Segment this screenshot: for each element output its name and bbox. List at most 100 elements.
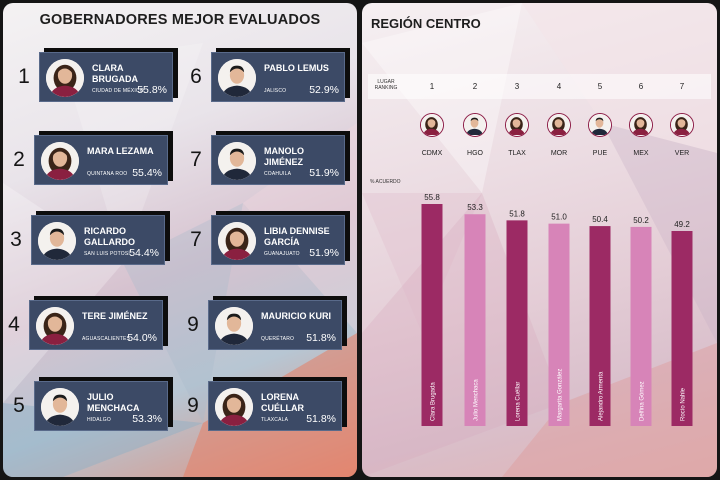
governor-rank: 9 xyxy=(187,313,199,336)
governor-photo xyxy=(218,59,256,97)
bar-governor-name: Margarita González xyxy=(558,369,564,421)
card-body: MAURICIO KURI QUERÉTARO 51.8% xyxy=(208,300,342,350)
governor-photo xyxy=(38,222,76,260)
bar xyxy=(464,214,486,426)
governor-name: JULIO MENCHACA xyxy=(87,392,140,413)
governor-card: RICARDO GALLARDO SAN LUIS POTOSÍ 54.4% xyxy=(31,211,170,265)
state-code: HGO xyxy=(467,150,483,157)
governor-name: MANOLO JIMÉNEZ xyxy=(264,146,304,167)
governor-photo xyxy=(41,142,79,180)
card-body: TERE JIMÉNEZ AGUASCALIENTES 54.0% xyxy=(29,300,163,350)
governor-card: LIBIA DENNISE GARCÍA GUANAJUATO 51.9% xyxy=(211,211,350,265)
governor-photo xyxy=(36,307,74,345)
rank-number: 2 xyxy=(472,82,478,91)
bar xyxy=(548,223,570,426)
bar xyxy=(589,226,611,426)
rank-number: 7 xyxy=(679,82,685,91)
bar-governor-name: Delfina Gómez xyxy=(640,381,646,421)
governor-name: MARA LEZAMA xyxy=(87,146,154,156)
governor-rank: 1 xyxy=(18,65,30,88)
bar-governor-name: Julio Menchaca xyxy=(474,379,480,421)
governor-approval: 54.4% xyxy=(129,247,159,259)
governor-state: JALISCO xyxy=(264,88,287,94)
bar-value-label: 50.4 xyxy=(592,215,608,224)
governor-avatar xyxy=(547,113,571,137)
governor-card: MARA LEZAMA QUINTANA ROO 55.4% xyxy=(34,131,173,185)
governor-avatar xyxy=(588,113,612,137)
governor-name: PABLO LEMUS xyxy=(264,63,329,73)
rank-number: 1 xyxy=(429,82,435,91)
governor-avatar xyxy=(463,113,487,137)
state-code: CDMX xyxy=(421,150,443,157)
governor-card: MAURICIO KURI QUERÉTARO 51.8% xyxy=(208,296,347,350)
governor-name: MAURICIO KURI xyxy=(261,311,331,321)
state-code: PUE xyxy=(592,150,608,157)
card-body: LORENA CUÉLLAR TLAXCALA 51.8% xyxy=(208,381,342,431)
bar xyxy=(421,204,443,426)
bar-governor-name: Clara Brugada xyxy=(431,382,437,421)
governor-state: HIDALGO xyxy=(87,417,111,423)
rank-number: 4 xyxy=(556,82,562,91)
governor-card: TERE JIMÉNEZ AGUASCALIENTES 54.0% xyxy=(29,296,168,350)
governor-avatar xyxy=(505,113,529,137)
bar-value-label: 51.0 xyxy=(551,213,567,222)
bar-value-label: 51.8 xyxy=(509,209,525,218)
bar xyxy=(506,220,528,426)
governor-state: COAHUILA xyxy=(264,171,292,177)
rank-band xyxy=(368,74,711,99)
card-body: RICARDO GALLARDO SAN LUIS POTOSÍ 54.4% xyxy=(31,215,165,265)
governor-state: QUINTANA ROO xyxy=(87,171,128,177)
governor-name: LORENA CUÉLLAR xyxy=(261,392,304,413)
governor-card: PABLO LEMUS JALISCO 52.9% xyxy=(211,48,350,102)
governor-rank: 6 xyxy=(190,65,202,88)
state-code: MOR xyxy=(550,150,568,157)
state-code: TLAX xyxy=(508,150,526,157)
card-body: PABLO LEMUS JALISCO 52.9% xyxy=(211,52,345,102)
card-body: MARA LEZAMA QUINTANA ROO 55.4% xyxy=(34,135,168,185)
bar-governor-name: Rocío Nahle xyxy=(681,387,687,421)
card-body: CLARA BRUGADA CIUDAD DE MÉXICO 55.8% xyxy=(39,52,173,102)
rank-row-label: LUGAR RANKING xyxy=(374,79,398,91)
bar-governor-name: Lorena Cuéllar xyxy=(516,382,522,421)
governor-avatar xyxy=(420,113,444,137)
governor-state: SAN LUIS POTOSÍ xyxy=(84,251,130,257)
chart-title: REGIÓN CENTRO xyxy=(371,16,481,31)
governor-approval: 51.9% xyxy=(309,167,339,179)
governor-state: TLAXCALA xyxy=(261,417,289,423)
governors-panel: GOBERNADORES MEJOR EVALUADOS 1 CLARA BRUG… xyxy=(3,3,357,477)
governor-state: GUANAJUATO xyxy=(264,251,300,257)
bar xyxy=(671,231,693,426)
bar-value-label: 53.3 xyxy=(467,203,483,212)
governor-photo xyxy=(215,307,253,345)
bar xyxy=(630,226,652,426)
governor-approval: 54.0% xyxy=(127,332,157,344)
governor-name: TERE JIMÉNEZ xyxy=(82,311,148,321)
governor-rank: 5 xyxy=(13,394,25,417)
governor-state: AGUASCALIENTES xyxy=(82,336,131,342)
governor-rank: 4 xyxy=(8,313,20,336)
governor-photo xyxy=(215,388,253,426)
governor-photo xyxy=(41,388,79,426)
rank-number: 5 xyxy=(597,82,603,91)
governor-card: MANOLO JIMÉNEZ COAHUILA 51.9% xyxy=(211,131,350,185)
card-body: JULIO MENCHACA HIDALGO 53.3% xyxy=(34,381,168,431)
governor-card: LORENA CUÉLLAR TLAXCALA 51.8% xyxy=(208,377,347,431)
rank-number: 3 xyxy=(514,82,520,91)
governor-card: CLARA BRUGADA CIUDAD DE MÉXICO 55.8% xyxy=(39,48,178,102)
governor-card: JULIO MENCHACA HIDALGO 53.3% xyxy=(34,377,173,431)
governor-avatar xyxy=(670,113,694,137)
governor-photo xyxy=(46,59,84,97)
governor-photo xyxy=(218,222,256,260)
governor-rank: 7 xyxy=(190,148,202,171)
governor-rank: 2 xyxy=(13,148,25,171)
bar-governor-name: Alejandro Armenta xyxy=(599,371,605,421)
governor-state: QUERÉTARO xyxy=(261,336,295,342)
governor-approval: 51.8% xyxy=(306,332,336,344)
card-body: LIBIA DENNISE GARCÍA GUANAJUATO 51.9% xyxy=(211,215,345,265)
bar-value-label: 55.8 xyxy=(424,193,440,202)
governor-approval: 55.4% xyxy=(132,167,162,179)
governor-approval: 51.9% xyxy=(309,247,339,259)
state-code: MEX xyxy=(633,150,649,157)
y-axis-label: % ACUERDO xyxy=(370,179,401,185)
governor-rank: 3 xyxy=(10,228,22,251)
